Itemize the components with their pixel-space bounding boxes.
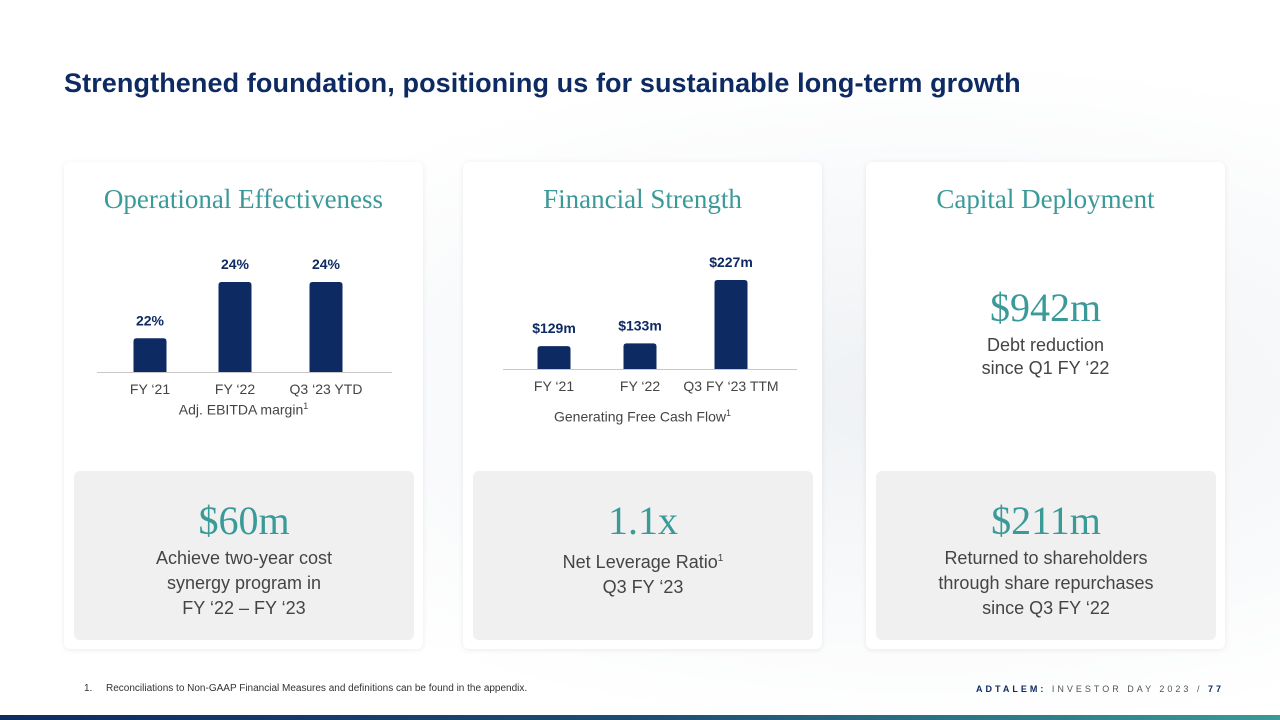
cost-synergy-box: $60m Achieve two-year cost synergy progr…: [74, 471, 414, 640]
tick-label-2: FY ‘22: [215, 381, 255, 397]
stat-value: $211m: [991, 498, 1101, 543]
debt-reduction-description: Debt reduction since Q1 FY ‘22: [981, 335, 1110, 378]
tick-label-3: Q3 ‘23 YTD: [290, 381, 363, 397]
bar-1: [537, 346, 571, 369]
page-title: Strengthened foundation, positioning us …: [64, 68, 1021, 98]
adj-ebitda-margin-chart: 22% FY ‘21 24% FY ‘22 24% Q3 ‘23 YTD: [97, 256, 392, 397]
net-leverage-box: 1.1x Net Leverage Ratio1 Q3 FY ‘23: [473, 471, 813, 640]
tick-label-2: FY ‘22: [620, 378, 660, 394]
data-label-1: $129m: [532, 320, 576, 336]
brand-footer: ADTALEM: INVESTOR DAY 2023 / 77: [976, 684, 1224, 694]
stat-description: Net Leverage Ratio1 Q3 FY ‘23: [562, 552, 724, 597]
debt-reduction-value: $942m: [989, 285, 1102, 330]
card-heading: Operational Effectiveness: [103, 184, 384, 214]
data-label-3: 24%: [312, 256, 341, 272]
tick-label-1: FY ‘21: [130, 381, 170, 397]
free-cash-flow-chart: $129m FY ‘21 $133m FY ‘22 $227m Q3 FY ‘23 TTM: [503, 254, 797, 394]
stat-value: $60m: [198, 498, 290, 543]
chart-metric-label: Adj. EBITDA margin1: [178, 401, 309, 418]
stat-value: 1.1x: [608, 498, 678, 543]
tick-label-3: Q3 FY ‘23 TTM: [683, 378, 778, 394]
footnote: 1. Reconciliations to Non-GAAP Financial …: [84, 683, 528, 694]
stat-description: Returned to shareholders through share r…: [938, 548, 1154, 618]
bar-2: [218, 282, 252, 372]
operational-effectiveness-card: Operational Effectiveness 22% FY ‘21 24% FY…: [64, 162, 423, 649]
bar-2: [623, 343, 657, 369]
data-label-2: 24%: [221, 256, 250, 272]
chart-metric-label: Generating Free Cash Flow1: [554, 408, 731, 425]
bar-3: [309, 282, 343, 372]
stat-description: Achieve two-year cost synergy program in…: [155, 548, 333, 618]
card-heading: Capital Deployment: [936, 184, 1155, 214]
share-repurchase-box: $211m Returned to shareholders through s…: [876, 471, 1216, 640]
data-label-1: 22%: [136, 312, 165, 328]
financial-strength-card: Financial Strength $129m FY ‘21 $133m FY ‘2…: [463, 162, 822, 649]
bar-3: [714, 280, 748, 369]
capital-deployment-card: Capital Deployment $942m Debt reduction …: [866, 162, 1225, 649]
card-heading: Financial Strength: [543, 184, 742, 214]
bottom-accent-bar: [0, 715, 1280, 720]
data-label-2: $133m: [618, 317, 662, 333]
data-label-3: $227m: [709, 254, 753, 270]
tick-label-1: FY ‘21: [534, 378, 574, 394]
bar-1: [133, 338, 167, 372]
